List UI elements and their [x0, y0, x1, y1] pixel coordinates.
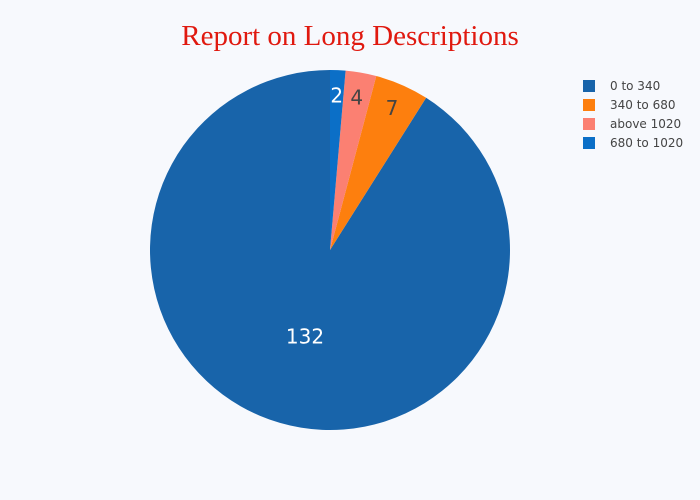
legend-swatch: [583, 98, 595, 111]
slice-value-label-340-to-680: 7: [386, 96, 399, 120]
legend-label: 680 to 1020: [610, 135, 684, 150]
pie-slice-680-to-1020[interactable]: [330, 70, 346, 250]
legend-item-680-to-1020[interactable]: 680 to 1020: [580, 133, 683, 152]
chart-title: Report on Long Descriptions: [181, 20, 519, 52]
pie-slice-labels: 132 742: [286, 83, 398, 348]
slice-value-label-680-to-1020: 2: [330, 83, 343, 107]
pie-slices: [150, 70, 511, 430]
pie-slice-above-1020[interactable]: [330, 70, 377, 251]
legend-label: 0 to 340: [610, 78, 661, 93]
pie-slice-340-to-680[interactable]: [330, 76, 427, 250]
legend: 0 to 340 340 to 680 above 1020 680 to 1020: [580, 76, 683, 152]
slice-value-label-0-to-340: 132: [286, 324, 324, 348]
legend-item-340-to-680[interactable]: 340 to 680: [580, 95, 683, 114]
legend-label: 340 to 680: [610, 97, 676, 112]
legend-swatch: [583, 79, 595, 92]
legend-swatch: [583, 136, 595, 149]
legend-item-0-to-340[interactable]: 0 to 340: [580, 76, 683, 95]
pie-slice-0-to-340[interactable]: [150, 70, 511, 430]
legend-swatch: [583, 117, 595, 130]
slice-value-label-above-1020: 4: [350, 86, 363, 110]
legend-item-above-1020[interactable]: above 1020: [580, 114, 683, 133]
legend-label: above 1020: [610, 116, 682, 131]
